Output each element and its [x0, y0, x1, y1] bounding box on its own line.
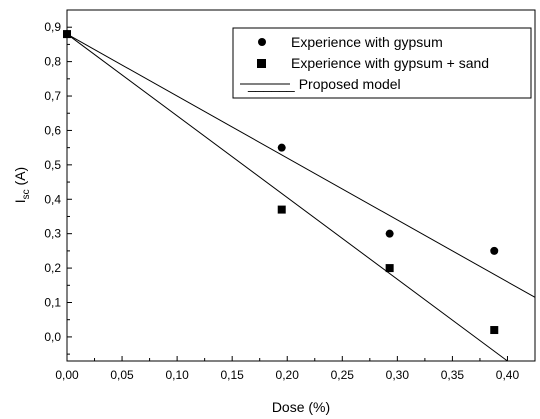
legend-box: [232, 27, 532, 99]
x-axis-ticks: 0,00 0,05 0,10 0,15 0,20 0,25 0,30 0,35 0,40: [55, 356, 536, 382]
y-axis-label-unit: (A): [12, 167, 28, 190]
legend-label-gypsum: Experience with gypsum: [291, 34, 443, 50]
x-tick-label: 0,40: [496, 368, 520, 382]
legend-label-gypsum-sand: Experience with gypsum + sand: [291, 55, 489, 71]
y-tick-label: 0,4: [44, 192, 61, 206]
y-axis-label-subscript: sc: [21, 189, 32, 199]
legend-model-name: Proposed model: [299, 76, 401, 92]
y-axis-ticks: 0,0 0,1 0,2 0,3 0,4 0,5 0,6 0,7 0,8 0,9: [44, 9, 72, 355]
y-tick-label: 0,8: [44, 55, 61, 69]
y-tick-label: 0,5: [44, 158, 61, 172]
point-gypsum-sand: [385, 264, 394, 273]
point-gypsum: [277, 143, 286, 152]
model-line: [66, 33, 536, 298]
y-tick-label: 0,1: [44, 296, 61, 310]
legend-model-underscores: ______: [247, 76, 295, 92]
legend-marker-circle: [258, 38, 266, 46]
legend-label-model: ______ Proposed model: [247, 76, 401, 92]
plot-frame: [66, 9, 536, 362]
y-tick-label: 0,2: [44, 261, 61, 275]
x-tick-label: 0,20: [276, 368, 300, 382]
legend-marker-square: [257, 59, 266, 68]
x-axis-label: Dose (%): [272, 399, 330, 415]
y-tick-label: 0,9: [44, 20, 61, 34]
x-tick-label: 0,25: [331, 368, 355, 382]
y-axis-label-main: I: [12, 199, 28, 203]
model-line: [66, 33, 508, 362]
legend: Experience with gypsum Experience with g…: [232, 27, 532, 99]
y-tick-label: 0,7: [44, 89, 61, 103]
x-tick-label: 0,30: [386, 368, 410, 382]
x-tick-label: 0,35: [441, 368, 465, 382]
point-gypsum: [385, 229, 394, 238]
y-tick-label: 0,0: [44, 330, 61, 344]
point-gypsum-sand: [277, 205, 286, 214]
point-gypsum: [490, 246, 499, 255]
x-tick-label: 0,10: [165, 368, 189, 382]
y-axis-label: Isc (A): [12, 167, 32, 203]
point-gypsum-sand: [490, 326, 499, 335]
y-tick-label: 0,3: [44, 227, 61, 241]
data-points: [63, 30, 499, 335]
y-tick-label: 0,6: [44, 123, 61, 137]
model-lines: [66, 33, 536, 362]
x-tick-label: 0,00: [55, 368, 79, 382]
point-gypsum-sand: [63, 30, 71, 39]
x-tick-label: 0,05: [110, 368, 134, 382]
x-tick-label: 0,15: [220, 368, 244, 382]
